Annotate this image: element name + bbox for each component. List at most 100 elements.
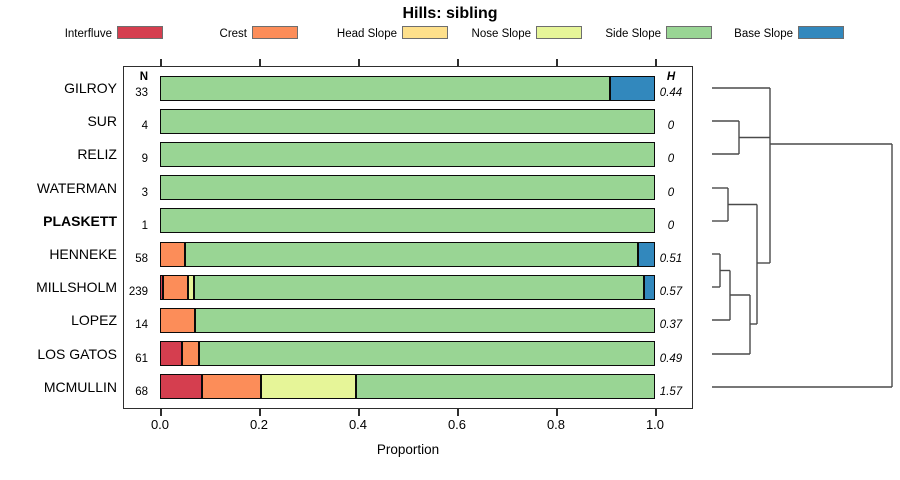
bar-segment-base-slope [637, 241, 655, 267]
bar-segment-side-slope [160, 208, 655, 234]
bar-segment-crest [160, 307, 195, 333]
n-value: 33 [135, 87, 148, 99]
h-value: 0.44 [659, 87, 683, 99]
stacked-bar [160, 175, 655, 201]
bar-segment-interfluve [160, 341, 183, 367]
bar-segment-side-slope [193, 274, 645, 300]
bar-segment-side-slope [160, 141, 655, 167]
bar-segment-side-slope [184, 241, 638, 267]
legend-label: Base Slope [734, 28, 793, 40]
stacked-bar [160, 141, 655, 167]
bar-segment-nose-slope [261, 374, 356, 400]
bar-segment-side-slope [355, 374, 655, 400]
stacked-bar [160, 208, 655, 234]
axis-tick-label: 1.0 [645, 417, 665, 432]
legend-label: Interfluve [64, 28, 112, 40]
row-label-los-gatos: LOS GATOS [37, 345, 117, 362]
h-value: 0 [667, 186, 675, 199]
bar-segment-interfluve [160, 374, 203, 400]
legend-label: Side Slope [605, 28, 661, 40]
bar-segment-crest [162, 274, 188, 300]
n-value: 68 [135, 385, 148, 398]
dendrogram [712, 87, 893, 388]
legend-swatch [402, 26, 448, 39]
n-column-header: N [139, 71, 148, 83]
axis-tick-top [556, 59, 558, 66]
row-label-sur: SUR [87, 113, 117, 130]
row-label-reliz: RELIZ [77, 146, 117, 163]
bar-segment-base-slope [610, 75, 655, 101]
legend-swatch [798, 26, 844, 39]
axis-tick-top [457, 59, 459, 66]
row-label-plaskett: PLASKETT [43, 212, 117, 229]
axis-tick-bottom [457, 409, 459, 416]
axis-tick-top [655, 59, 657, 66]
axis-tick-label: 0.6 [447, 417, 467, 432]
axis-tick-label: 0.4 [348, 417, 368, 432]
n-value: 239 [128, 286, 148, 299]
h-value: 1.57 [659, 385, 683, 398]
bar-segment-side-slope [160, 175, 655, 201]
n-value: 3 [141, 186, 148, 199]
bar-segment-base-slope [644, 274, 655, 300]
h-value: 0.57 [659, 286, 683, 299]
n-value: 58 [135, 253, 148, 265]
bar-segment-crest [182, 341, 199, 367]
axis-tick-bottom [358, 409, 360, 416]
stacked-bar [160, 307, 655, 333]
row-label-mcmullin: MCMULLIN [43, 378, 117, 395]
axis-tick-label: 0.0 [150, 417, 170, 432]
axis-tick-bottom [556, 409, 558, 416]
n-value: 9 [141, 153, 148, 166]
h-column-header: H [666, 71, 676, 83]
bar-segment-interfluve [160, 274, 163, 300]
plot-box [123, 66, 693, 409]
stacked-bar [160, 108, 655, 134]
axis-tick-label: 0.2 [249, 417, 269, 432]
axis-tick-top [358, 59, 360, 66]
row-label-millsholm: MILLSHOLM [36, 279, 117, 296]
h-value: 0 [667, 219, 675, 232]
legend-swatch [536, 26, 582, 39]
stacked-bar [160, 241, 655, 267]
axis-tick-top [160, 59, 162, 66]
bar-segment-side-slope [160, 108, 655, 134]
axis-tick-bottom [160, 409, 162, 416]
n-value: 1 [141, 219, 148, 232]
h-value: 0.51 [659, 253, 683, 265]
h-value: 0.37 [659, 319, 683, 332]
axis-tick-bottom [655, 409, 657, 416]
stacked-bar [160, 374, 655, 400]
axis-tick-label: 0.8 [546, 417, 566, 432]
n-value: 61 [135, 352, 148, 365]
axis-tick-bottom [259, 409, 261, 416]
n-value: 14 [135, 319, 148, 332]
row-label-lopez: LOPEZ [71, 312, 117, 329]
legend-label: Head Slope [336, 28, 397, 40]
axis-tick-top [259, 59, 261, 66]
x-axis-title: Proportion [376, 442, 440, 457]
bar-segment-side-slope [194, 307, 655, 333]
n-value: 4 [141, 120, 148, 133]
legend-label: Crest [219, 28, 247, 40]
bar-segment-side-slope [160, 75, 611, 101]
row-label-waterman: WATERMAN [36, 179, 117, 196]
row-label-henneke: HENNEKE [49, 246, 117, 262]
bar-segment-crest [160, 241, 185, 267]
h-value: 0 [667, 120, 675, 133]
legend-swatch [117, 26, 163, 39]
h-value: 0 [667, 153, 675, 166]
chart-title: Hills: sibling [402, 5, 498, 22]
bar-segment-nose-slope [187, 274, 194, 300]
bar-segment-crest [202, 374, 262, 400]
stacked-bar [160, 75, 655, 101]
stacked-bar [160, 274, 655, 300]
legend-swatch [666, 26, 712, 39]
legend-swatch [252, 26, 298, 39]
bar-segment-side-slope [198, 341, 655, 367]
row-label-gilroy: GILROY [64, 80, 117, 96]
h-value: 0.49 [659, 352, 683, 365]
legend-label: Nose Slope [471, 28, 531, 40]
stacked-bar [160, 341, 655, 367]
